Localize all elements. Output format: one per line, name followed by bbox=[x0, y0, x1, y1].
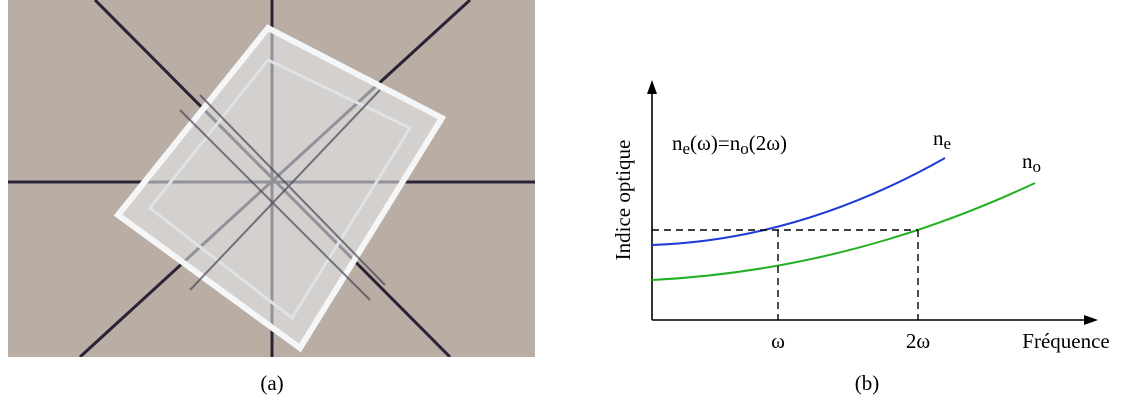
subscript: e bbox=[683, 139, 691, 158]
diagram: ω 2ω Fréquence Indice optique ne no ne(ω… bbox=[611, 80, 1110, 353]
curve-label: ne bbox=[933, 126, 951, 153]
caption: (a) bbox=[260, 371, 283, 395]
arrow bbox=[647, 80, 657, 94]
subscript: o bbox=[740, 139, 749, 158]
subscript: e bbox=[944, 134, 952, 153]
text-part: (ω)=n bbox=[690, 131, 741, 155]
subscript: o bbox=[1033, 157, 1042, 176]
caption: (b) bbox=[855, 371, 880, 395]
text-part: n bbox=[672, 131, 683, 155]
guides bbox=[652, 229, 919, 320]
arrow bbox=[1084, 315, 1098, 325]
equation: ne(ω)=no(2ω) bbox=[672, 131, 787, 158]
x-axis-label: Fréquence bbox=[1022, 329, 1109, 353]
photo bbox=[8, 0, 535, 357]
x-mark: ω bbox=[771, 329, 785, 353]
curve-label: no bbox=[1022, 149, 1041, 176]
curve-ne bbox=[651, 157, 946, 246]
text-part: n bbox=[933, 126, 944, 150]
curve-no bbox=[651, 182, 1036, 281]
text-part: (2ω) bbox=[749, 131, 787, 155]
y-axis-label: Indice optique bbox=[611, 140, 635, 261]
text-part: n bbox=[1022, 149, 1033, 173]
x-mark: 2ω bbox=[906, 329, 930, 353]
